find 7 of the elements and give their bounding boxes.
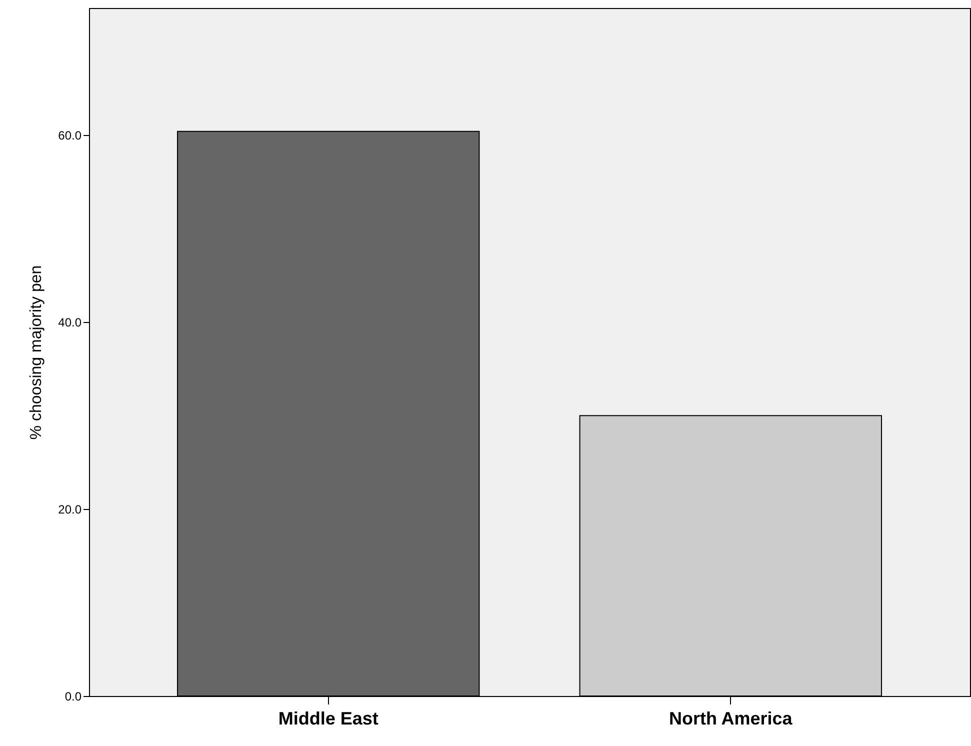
x-tick-label: Middle East (278, 708, 378, 728)
x-tick-label: North America (668, 708, 794, 728)
y-tick-label: 0.0 (64, 690, 82, 704)
y-tick-label: 20.0 (58, 502, 82, 517)
y-tick-label: 40.0 (58, 316, 82, 330)
y-tick-label: 60.0 (58, 128, 82, 143)
y-axis-title: % choosing majority pen (28, 265, 46, 440)
